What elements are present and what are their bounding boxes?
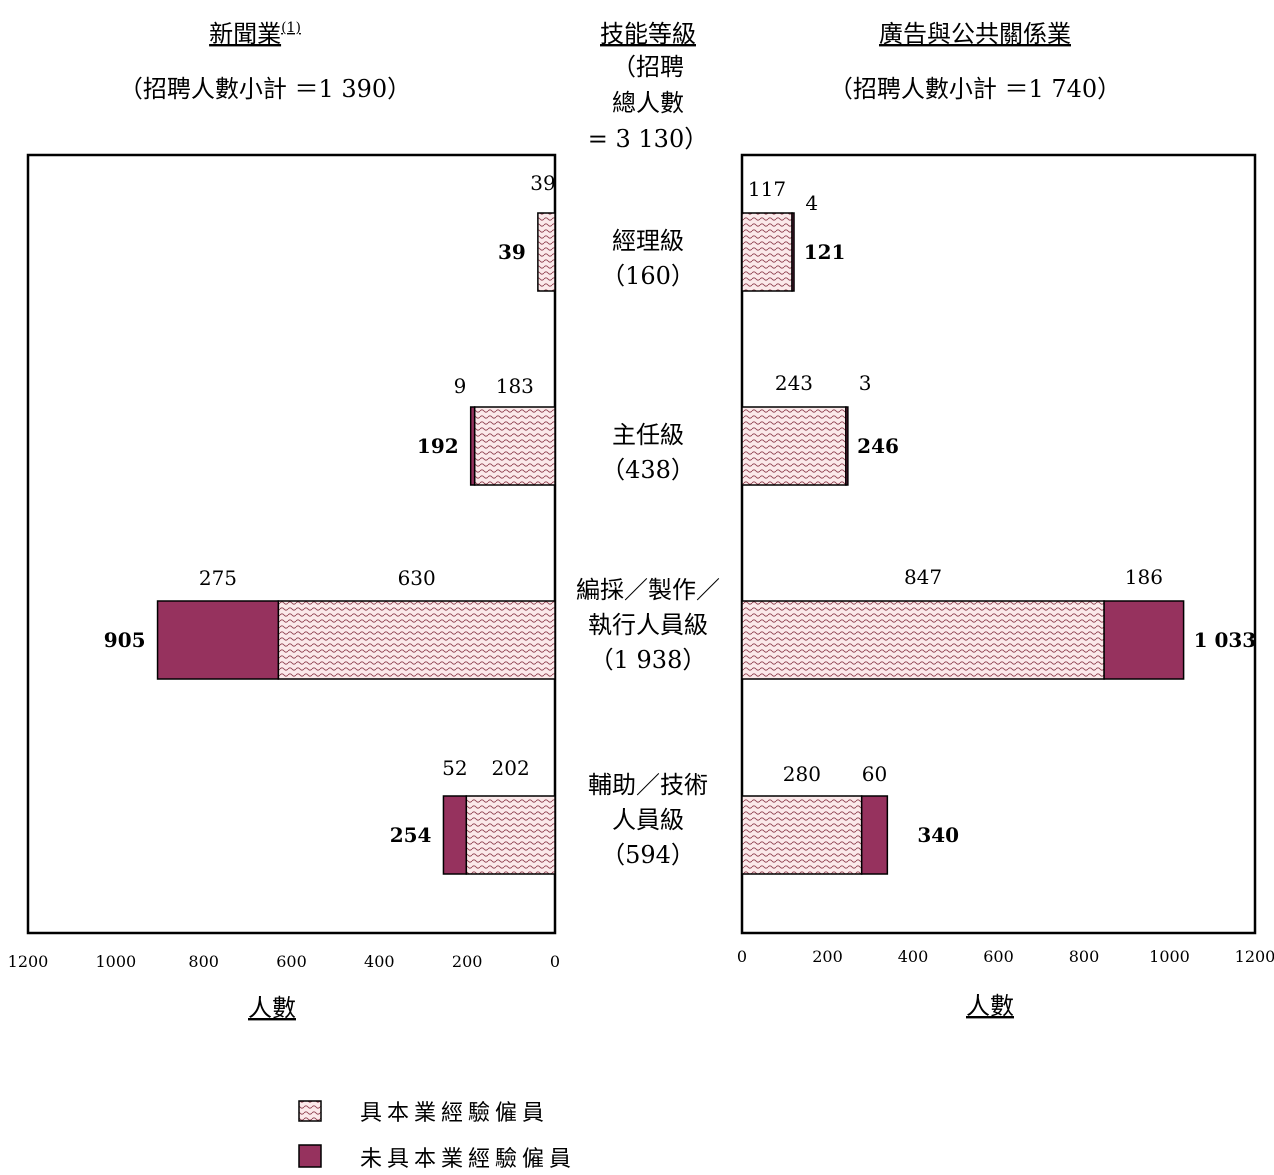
right-tick-label: 600 xyxy=(983,947,1014,966)
left-bar-experienced xyxy=(473,406,556,486)
category-label: 編採／製作／ xyxy=(576,576,720,604)
right-plot-area: 117 4 121 243 3 246 847 186 1 033 280 60 340 xyxy=(740,153,1257,935)
right-plot-frame xyxy=(740,153,1257,935)
right-total-label: 246 xyxy=(857,434,899,458)
left-bar-experienced xyxy=(465,795,556,875)
left-x-axis-ticks: 1200 1000 800 600 400 200 0 xyxy=(8,952,560,971)
right-label-experienced: 847 xyxy=(904,565,942,589)
left-plot-area: 39 39 183 9 192 630 275 905 202 52 254 xyxy=(26,153,557,935)
left-total-label: 905 xyxy=(104,628,146,652)
center-total-line-3: = 3 130） xyxy=(588,125,708,153)
category-label: （594） xyxy=(601,841,695,869)
right-tick-label: 400 xyxy=(898,947,929,966)
category-label: （438） xyxy=(601,456,695,484)
legend-inexperienced-swatch xyxy=(298,1144,322,1168)
right-label-experienced: 280 xyxy=(783,762,821,786)
left-label-inexperienced: 9 xyxy=(454,374,467,398)
category-label: 輔助／技術 xyxy=(588,771,708,799)
left-bar-experienced xyxy=(277,600,556,680)
right-bar-experienced xyxy=(741,600,1105,680)
left-tick-label: 0 xyxy=(550,952,560,971)
right-label-inexperienced: 3 xyxy=(859,371,872,395)
right-bar-experienced xyxy=(741,795,863,875)
right-bar-experienced xyxy=(741,406,847,486)
right-label-inexperienced: 4 xyxy=(805,191,818,215)
left-tick-label: 200 xyxy=(452,952,483,971)
category-label: （160） xyxy=(601,262,695,290)
category-label: 經理級 xyxy=(612,227,684,255)
legend: 具本業經驗僱員 未具本業經驗僱員 xyxy=(298,1100,576,1172)
right-bar-inexperienced xyxy=(845,406,849,486)
center-total-line-2: 總人數 xyxy=(612,89,684,117)
left-chart-title: 新聞業(1) xyxy=(209,20,301,48)
legend-experienced-label: 具本業經驗僱員 xyxy=(360,1101,549,1126)
center-total-line-1: （招聘 xyxy=(612,53,684,81)
right-tick-label: 0 xyxy=(737,947,747,966)
left-label-experienced: 39 xyxy=(530,171,555,195)
center-title: 技能等級 xyxy=(600,20,696,48)
category-label: 人員級 xyxy=(612,806,684,834)
left-bar-inexperienced xyxy=(442,795,468,875)
left-tick-label: 400 xyxy=(364,952,395,971)
right-bar-experienced xyxy=(741,212,793,292)
left-tick-label: 800 xyxy=(188,952,219,971)
right-label-inexperienced: 186 xyxy=(1125,565,1163,589)
legend-inexperienced-label: 未具本業經驗僱員 xyxy=(360,1147,576,1172)
left-tick-label: 1000 xyxy=(95,952,136,971)
left-bar-inexperienced xyxy=(156,600,280,680)
right-bar-inexperienced xyxy=(1103,600,1185,680)
left-chart-subtitle: （招聘人數小計 ＝1 390） xyxy=(119,75,411,103)
left-total-label: 39 xyxy=(498,240,526,264)
category-label: 執行人員級 xyxy=(588,611,708,639)
right-tick-label: 800 xyxy=(1069,947,1100,966)
left-plot-frame xyxy=(26,153,557,935)
right-x-axis-label: 人數 xyxy=(966,992,1014,1020)
left-chart-title-superscript: (1) xyxy=(281,20,301,36)
right-tick-label: 1000 xyxy=(1149,947,1190,966)
right-bar-inexperienced xyxy=(860,795,889,875)
legend-experienced-swatch xyxy=(298,1100,322,1122)
right-label-experienced: 117 xyxy=(748,177,786,201)
right-label-inexperienced: 60 xyxy=(862,762,887,786)
left-bar-inexperienced xyxy=(469,406,476,486)
left-label-experienced: 202 xyxy=(492,756,530,780)
left-total-label: 254 xyxy=(390,823,432,847)
left-label-experienced: 183 xyxy=(496,374,534,398)
right-total-label: 121 xyxy=(804,240,846,264)
right-total-label: 1 033 xyxy=(1194,628,1257,652)
right-bar-inexperienced xyxy=(791,212,795,292)
right-tick-label: 200 xyxy=(812,947,843,966)
left-total-label: 192 xyxy=(417,434,459,458)
left-bar-experienced xyxy=(537,212,556,292)
category-label: 主任級 xyxy=(612,421,684,449)
right-x-axis-ticks: 0 200 400 600 800 1000 1200 xyxy=(737,947,1274,966)
left-tick-label: 1200 xyxy=(8,952,49,971)
right-label-experienced: 243 xyxy=(775,371,813,395)
left-tick-label: 600 xyxy=(276,952,307,971)
left-x-axis-label: 人數 xyxy=(248,994,296,1022)
left-label-experienced: 630 xyxy=(398,566,436,590)
category-label: （1 938） xyxy=(590,646,707,674)
right-tick-label: 1200 xyxy=(1235,947,1274,966)
left-label-inexperienced: 52 xyxy=(442,756,467,780)
left-label-inexperienced: 275 xyxy=(199,566,237,590)
category-labels: 經理級 （160） 主任級 （438） 編採／製作／ 執行人員級 （1 938） 輔助／技術人… xyxy=(576,227,720,869)
right-total-label: 340 xyxy=(917,823,959,847)
right-chart-title: 廣告與公共關係業 xyxy=(879,20,1071,48)
right-chart-subtitle: （招聘人數小計 ＝1 740） xyxy=(829,75,1121,103)
